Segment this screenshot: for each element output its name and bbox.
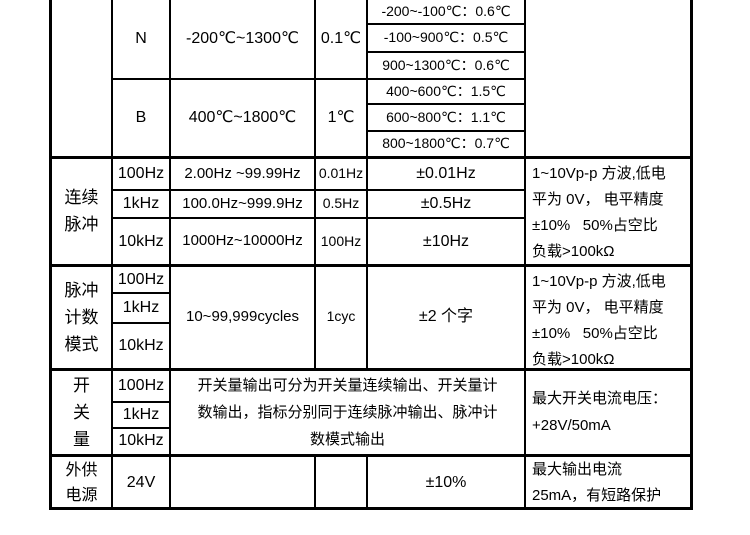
grid-line-section-pc-end bbox=[49, 368, 693, 371]
pc-gear-10khz: 10kHz bbox=[118, 336, 164, 354]
cp-range-1khz: 100.0Hz~999.9Hz bbox=[182, 194, 303, 212]
pc-note: 1~10Vp-p 方波,低电 平为 0V， 电平精度 ±10% 50%占空比 负… bbox=[532, 273, 666, 368]
thermo-accuracy-b-2: 600~800℃：1.1℃ bbox=[386, 108, 506, 125]
thermo-accuracy-n-3: 900~1300℃：0.6℃ bbox=[382, 56, 510, 73]
sw-gear-100hz: 100Hz bbox=[117, 377, 165, 394]
thermo-type-b: B bbox=[135, 109, 147, 126]
pc-gear-1khz: 1kHz bbox=[122, 299, 160, 316]
thermo-note-cell bbox=[526, 0, 690, 156]
grid-line-acc-row2 bbox=[366, 51, 526, 53]
grid-line-left-border bbox=[49, 0, 52, 510]
thermo-accuracy-b-3: 800~1800℃：0.7℃ bbox=[382, 135, 510, 152]
thermo-accuracy-b-1: 400~600℃：1.5℃ bbox=[386, 82, 506, 99]
thermo-type-n: N bbox=[135, 30, 147, 47]
grid-line-acc-row1 bbox=[366, 23, 526, 25]
grid-line-col-range-bottom bbox=[314, 454, 316, 510]
cp-range-100hz: 2.00Hz ~99.99Hz bbox=[184, 164, 301, 182]
thermo-resolution-n: 0.1℃ bbox=[320, 30, 362, 47]
sw-gear-1khz: 1kHz bbox=[122, 406, 160, 423]
grid-line-sw-row2 bbox=[111, 427, 171, 429]
sw-gear-10khz: 10kHz bbox=[118, 432, 164, 449]
cp-gear-100hz: 100Hz bbox=[117, 165, 165, 182]
thermo-range-b: 400℃~1800℃ bbox=[188, 109, 297, 126]
sw-description: 开关量输出可分为开关量连续输出、开关量计 数输出，指标分别同于连续脉冲输出、脉冲… bbox=[197, 376, 498, 448]
grid-line-acc-row4 bbox=[366, 103, 526, 105]
grid-line-col-range-top bbox=[314, 0, 316, 371]
cp-resolution-100hz: 0.01Hz bbox=[318, 165, 364, 182]
cp-resolution-1khz: 0.5Hz bbox=[322, 195, 360, 212]
grid-line-pc-row1 bbox=[111, 292, 171, 294]
power-accuracy: ±10% bbox=[425, 473, 467, 491]
sw-category: 开 关 量 bbox=[73, 375, 90, 449]
grid-line-section-cp-end bbox=[49, 264, 693, 267]
grid-line-sw-row1 bbox=[111, 401, 171, 403]
power-category: 外供 电源 bbox=[65, 461, 98, 504]
power-note: 最大输出电流 25mA，有短路保护 bbox=[532, 460, 662, 504]
pc-gear-100hz: 100Hz bbox=[117, 270, 165, 288]
cp-resolution-10khz: 100Hz bbox=[320, 232, 362, 249]
cp-accuracy-10khz: ±10Hz bbox=[422, 232, 470, 250]
cp-gear-1khz: 1kHz bbox=[122, 195, 160, 212]
cp-gear-10khz: 10kHz bbox=[118, 232, 164, 250]
grid-line-section-sw-end bbox=[49, 454, 693, 457]
grid-line-col-gear bbox=[169, 0, 171, 510]
grid-line-bottom-border bbox=[49, 507, 693, 510]
grid-line-n-b bbox=[111, 78, 526, 80]
thermo-range-n: -200℃~1300℃ bbox=[186, 30, 299, 47]
cp-note: 1~10Vp-p 方波,低电 平为 0V， 电平精度 ±10% 50%占空比 负… bbox=[532, 165, 666, 260]
thermo-category-cell bbox=[52, 0, 111, 156]
grid-line-cp-row1 bbox=[111, 189, 526, 191]
grid-line-col-resolution-top bbox=[366, 0, 368, 371]
pc-category: 脉冲 计数 模式 bbox=[64, 280, 99, 354]
grid-line-cp-row2 bbox=[111, 217, 526, 219]
cp-accuracy-100hz: ±0.01Hz bbox=[416, 165, 476, 182]
cp-category: 连续 脉冲 bbox=[64, 188, 99, 234]
thermo-accuracy-n-1: -200~-100℃：0.6℃ bbox=[381, 2, 511, 19]
grid-line-col-note bbox=[524, 0, 526, 510]
cp-accuracy-1khz: ±0.5Hz bbox=[420, 195, 472, 212]
power-resolution-cell bbox=[316, 458, 366, 507]
pc-range: 10~99,999cycles bbox=[186, 307, 299, 325]
thermo-accuracy-n-2: -100~900℃：0.5℃ bbox=[383, 29, 509, 46]
grid-line-col-resolution-bottom bbox=[366, 454, 368, 510]
cp-range-10khz: 1000Hz~10000Hz bbox=[182, 232, 303, 250]
pc-accuracy: ±2 个字 bbox=[418, 308, 474, 325]
grid-line-right-border bbox=[690, 0, 693, 510]
pc-resolution: 1cyc bbox=[326, 308, 356, 325]
thermo-resolution-b: 1℃ bbox=[327, 109, 355, 126]
sw-note: 最大开关电流电压： +28V/50mA bbox=[532, 390, 668, 434]
power-range-cell bbox=[171, 458, 314, 507]
grid-line-col-category bbox=[111, 0, 113, 510]
power-gear: 24V bbox=[126, 473, 156, 491]
grid-line-pc-row2 bbox=[111, 322, 171, 324]
grid-line-acc-row5 bbox=[366, 130, 526, 132]
grid-line-section-thermo-end bbox=[49, 156, 693, 159]
